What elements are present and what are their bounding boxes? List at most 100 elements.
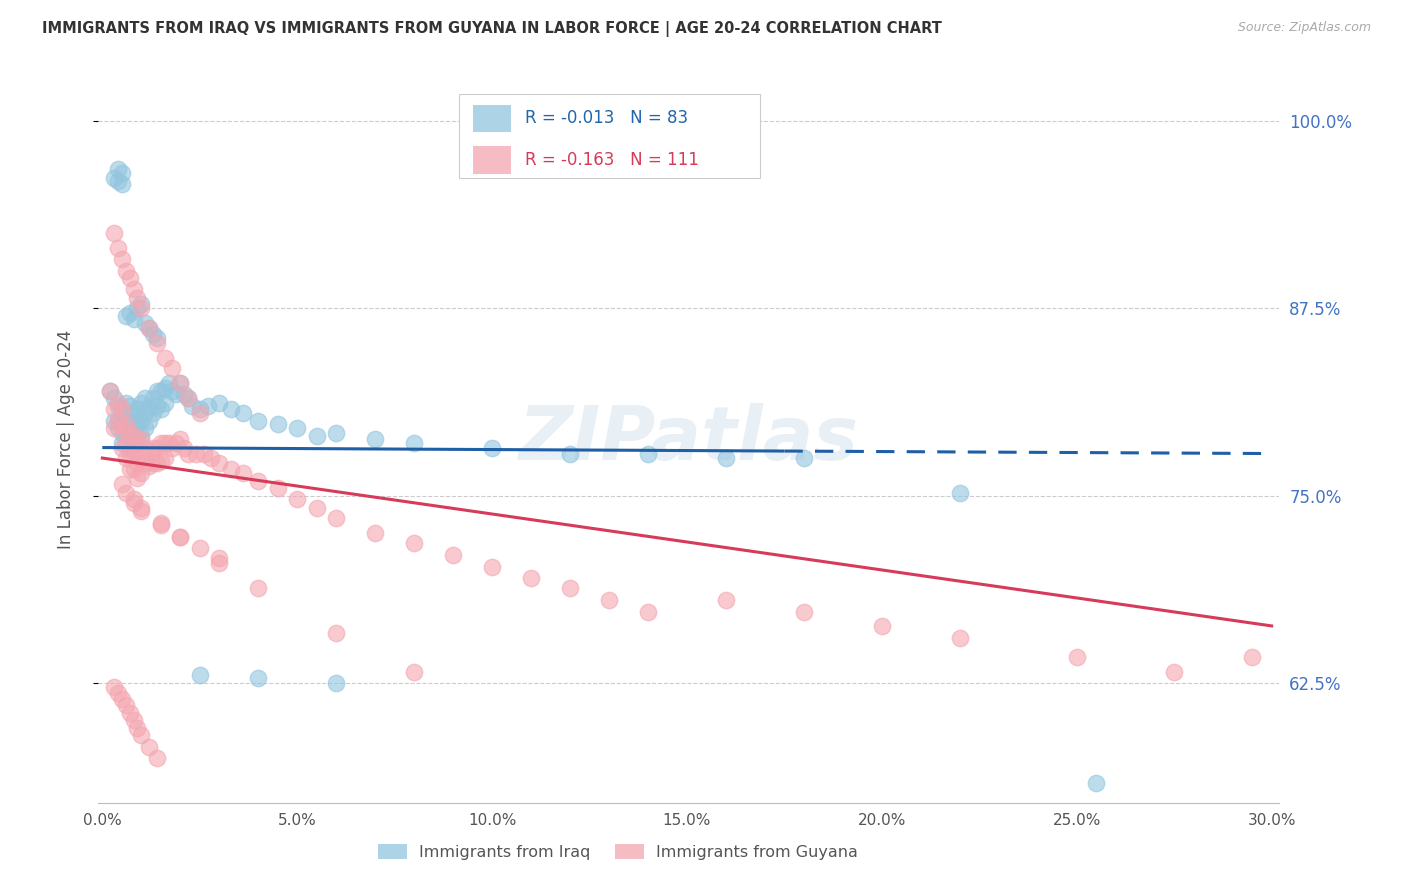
Point <box>188 541 211 555</box>
Point <box>188 668 211 682</box>
Point <box>208 551 231 566</box>
Point <box>122 428 145 442</box>
Point <box>111 401 134 416</box>
Point <box>714 451 737 466</box>
Point <box>114 417 136 431</box>
Point <box>107 395 129 409</box>
Point <box>107 421 129 435</box>
Point <box>162 384 184 398</box>
Point <box>107 413 129 427</box>
Point <box>267 481 290 495</box>
Point <box>267 417 290 431</box>
Point <box>118 306 141 320</box>
Point <box>153 436 176 450</box>
Point <box>188 401 211 416</box>
Point <box>247 672 270 686</box>
Point <box>122 461 145 475</box>
Point <box>111 177 134 191</box>
Point <box>481 560 503 574</box>
Point <box>138 320 160 334</box>
Point <box>142 391 165 405</box>
Point <box>111 417 134 431</box>
Point <box>153 395 176 409</box>
Point <box>118 706 141 720</box>
Point <box>138 458 160 473</box>
Point <box>157 376 180 390</box>
Point <box>146 456 169 470</box>
Point <box>165 436 187 450</box>
Point <box>558 446 581 460</box>
Point <box>169 376 191 390</box>
Point <box>129 451 152 466</box>
Point <box>364 526 387 541</box>
Point <box>118 425 141 440</box>
Point <box>129 503 152 517</box>
Point <box>157 436 180 450</box>
Point <box>520 571 543 585</box>
Point <box>118 425 141 440</box>
Point <box>122 496 145 510</box>
FancyBboxPatch shape <box>472 146 510 174</box>
Point <box>127 456 149 470</box>
Point <box>114 698 136 713</box>
Point <box>103 226 125 240</box>
Point <box>122 421 145 435</box>
Point <box>129 466 152 480</box>
Point <box>949 631 972 645</box>
Point <box>142 406 165 420</box>
Legend: Immigrants from Iraq, Immigrants from Guyana: Immigrants from Iraq, Immigrants from Gu… <box>378 844 858 860</box>
Point <box>637 446 659 460</box>
Point <box>149 401 172 416</box>
Point <box>181 399 204 413</box>
Point <box>127 436 149 450</box>
Point <box>404 436 426 450</box>
Point <box>325 511 347 525</box>
Point <box>103 421 125 435</box>
Point <box>364 432 387 446</box>
Point <box>184 446 207 460</box>
Text: ZIPatlas: ZIPatlas <box>519 403 859 475</box>
Point <box>111 421 134 435</box>
Point <box>219 461 242 475</box>
FancyBboxPatch shape <box>458 94 759 178</box>
Point <box>153 451 176 466</box>
Point <box>219 401 242 416</box>
Point <box>118 441 141 455</box>
Text: Source: ZipAtlas.com: Source: ZipAtlas.com <box>1237 21 1371 34</box>
Point <box>1241 650 1264 665</box>
Point <box>114 413 136 427</box>
Point <box>118 271 141 285</box>
Point <box>325 425 347 440</box>
Point <box>127 417 149 431</box>
Point <box>103 170 125 185</box>
Point <box>111 692 134 706</box>
Point <box>138 399 160 413</box>
Point <box>129 296 152 310</box>
Point <box>146 335 169 350</box>
Point <box>122 311 145 326</box>
Point <box>134 406 156 420</box>
Point <box>114 395 136 409</box>
Point <box>122 491 145 506</box>
Point <box>149 436 172 450</box>
Point <box>127 428 149 442</box>
Point <box>870 619 893 633</box>
Point <box>114 485 136 500</box>
Point <box>325 626 347 640</box>
Point <box>138 443 160 458</box>
Point <box>134 421 156 435</box>
Point <box>793 451 815 466</box>
Point <box>129 301 152 315</box>
Point <box>118 413 141 427</box>
Point <box>129 728 152 742</box>
Point <box>134 456 156 470</box>
Point <box>165 386 187 401</box>
Point <box>107 241 129 255</box>
Point <box>103 413 125 427</box>
Point <box>1163 665 1185 680</box>
Point <box>197 399 219 413</box>
Point <box>114 428 136 442</box>
Point <box>177 391 200 405</box>
Point <box>118 461 141 475</box>
Point <box>247 582 270 596</box>
